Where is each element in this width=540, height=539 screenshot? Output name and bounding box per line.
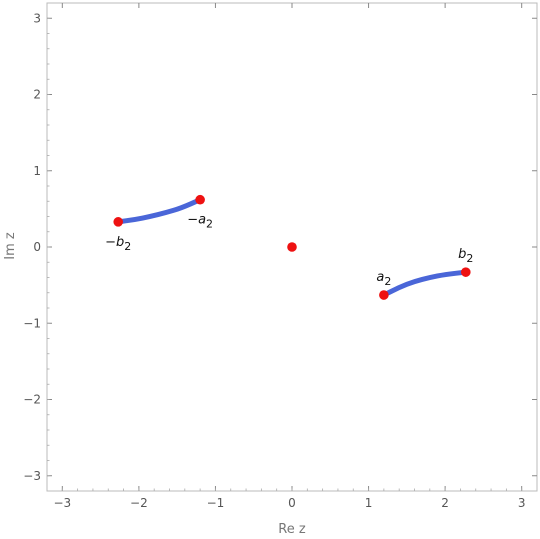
point-label: a2 <box>376 270 391 288</box>
x-axis-label: Re z <box>278 522 306 537</box>
x-tick-label: 3 <box>518 496 526 510</box>
point-label-main: −b <box>105 235 124 250</box>
y-tick-label: 1 <box>33 164 41 178</box>
point-label-subscript: 2 <box>466 252 473 265</box>
x-tick-label: −2 <box>130 496 148 510</box>
y-tick-label: 2 <box>33 88 41 102</box>
y-tick-label: −2 <box>23 393 41 407</box>
data-point <box>379 290 389 300</box>
y-tick-label: −3 <box>23 469 41 483</box>
x-tick-label: 0 <box>288 496 296 510</box>
data-point <box>287 242 297 252</box>
point-label-subscript: 2 <box>124 240 131 253</box>
x-tick-label: 1 <box>365 496 373 510</box>
y-axis-ticks: −3 −2 −1 0 1 2 3 <box>23 11 537 483</box>
point-label-main: b <box>458 247 466 262</box>
point-label: b2 <box>458 247 473 265</box>
x-tick-label: 2 <box>441 496 449 510</box>
x-tick-label: −3 <box>53 496 71 510</box>
x-axis-ticks: −3 −2 −1 0 1 2 3 <box>53 3 526 510</box>
y-tick-label: 0 <box>33 240 41 254</box>
curve-series <box>115 197 469 298</box>
point-label-main: a <box>376 270 384 285</box>
data-point <box>113 217 124 227</box>
y-tick-label: −1 <box>23 316 41 330</box>
point-label-main: −a <box>187 213 206 228</box>
point-series <box>113 194 471 300</box>
branch-cut-curve-2 <box>381 269 469 298</box>
y-axis-label: Im z <box>3 232 18 260</box>
point-label-subscript: 2 <box>384 275 391 288</box>
point-label: −a2 <box>187 213 213 231</box>
x-tick-label: −1 <box>207 496 225 510</box>
y-tick-label: 3 <box>33 11 41 25</box>
point-label-subscript: 2 <box>206 218 213 231</box>
point-label: −b2 <box>105 235 131 253</box>
data-point <box>460 267 471 277</box>
branch-cut-curve-1 <box>115 197 203 225</box>
data-point <box>195 194 205 205</box>
